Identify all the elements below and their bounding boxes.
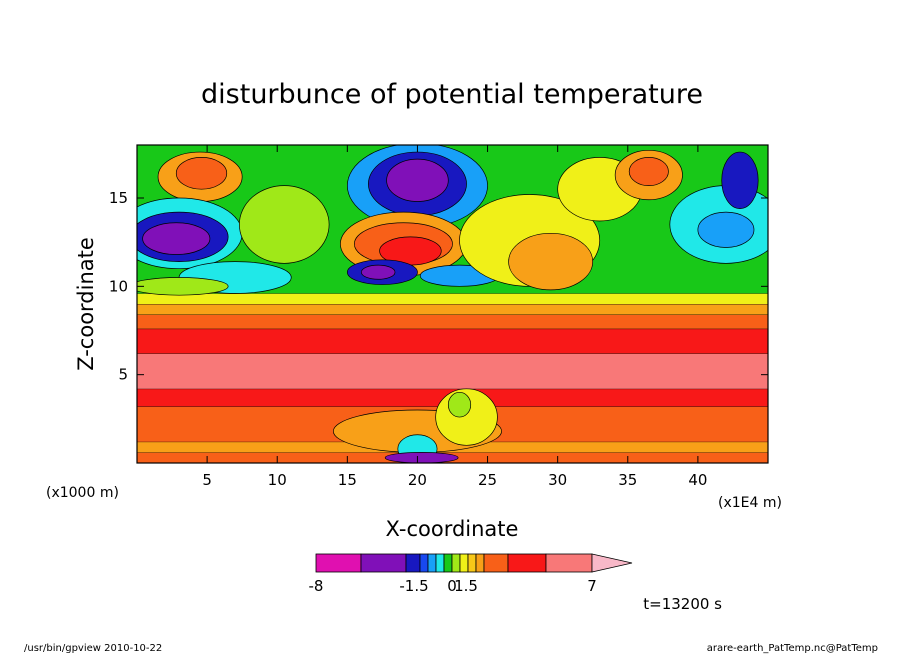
band-8 [137,293,768,304]
colorbar-tick-label: -1.5 [399,577,428,595]
contour-region-24 [137,277,229,296]
x-axis-ticks: 5 10 15 20 25 30 35 40 [202,145,707,489]
x-tick-label: 5 [202,471,212,489]
contour-region-21 [697,211,755,248]
contour-region-22 [721,151,759,209]
colorbar-tick-label: 0 [447,577,457,595]
y-unit-label: (x1000 m) [46,485,119,501]
x-tick-label: 10 [268,471,287,489]
x-tick-label: 25 [478,471,497,489]
footer-left: /usr/bin/gpview 2010-10-22 [24,643,162,654]
x-unit-label: (x1E4 m) [718,495,782,511]
x-tick-label: 20 [408,471,427,489]
contour-region-13 [361,264,396,280]
contour-region-19 [628,157,669,186]
colorbar-tick-label: -8 [309,577,324,595]
y-axis-label: Z-coordinate [74,237,98,371]
colorbar-tick-label: 7 [587,577,597,595]
colorbar-segment-4 [427,553,437,573]
colorbar-segment-6 [443,553,453,573]
x-tick-label: 40 [688,471,707,489]
colorbar-tick-labels: -8 -1.5 01.5 7 [309,577,597,595]
colorbar-tick-label: 1.5 [454,577,478,595]
x-tick-label: 30 [548,471,567,489]
colorbar-segment-7 [451,553,461,573]
y-tick-label: 5 [118,366,128,384]
colorbar [315,553,633,573]
x-tick-label: 15 [338,471,357,489]
contour-region-16 [508,232,594,291]
colorbar-segment-3 [419,553,429,573]
features-layer [137,145,768,463]
contour-region-5 [239,185,330,264]
colorbar-arrow [591,553,633,573]
contour-region-27 [447,391,472,418]
colorbar-segment-12 [507,553,547,573]
plot-frame [136,144,769,464]
time-label: t=13200 s [643,595,722,613]
x-axis-label: X-coordinate [386,517,519,541]
y-axis-ticks: 5 10 15 [109,189,768,384]
y-tick-label: 15 [109,189,128,207]
colorbar-segment-11 [483,553,509,573]
chart-title: disturbunce of potential temperature [201,79,703,110]
colorbar-segment-13 [545,553,593,573]
y-tick-label: 10 [109,277,128,295]
colorbar-segment-9 [467,553,477,573]
contour-region-29 [384,452,459,463]
colorbar-segment-10 [475,553,485,573]
plot-area [137,145,768,463]
band-7 [137,304,768,315]
colorbar-segment-5 [435,553,445,573]
band-6 [137,314,768,329]
x-tick-label: 35 [618,471,637,489]
colorbar-segment-0 [315,553,362,573]
colorbar-segment-8 [459,553,469,573]
colorbar-segment-1 [360,553,407,573]
contour-region-4 [142,222,211,255]
contour-region-8 [386,158,449,202]
band-4 [137,353,768,389]
band-5 [137,328,768,354]
contour-region-1 [175,157,228,190]
footer-right: arare-earth_PatTemp.nc@PatTemp [707,643,878,654]
colorbar-segment-2 [405,553,421,573]
